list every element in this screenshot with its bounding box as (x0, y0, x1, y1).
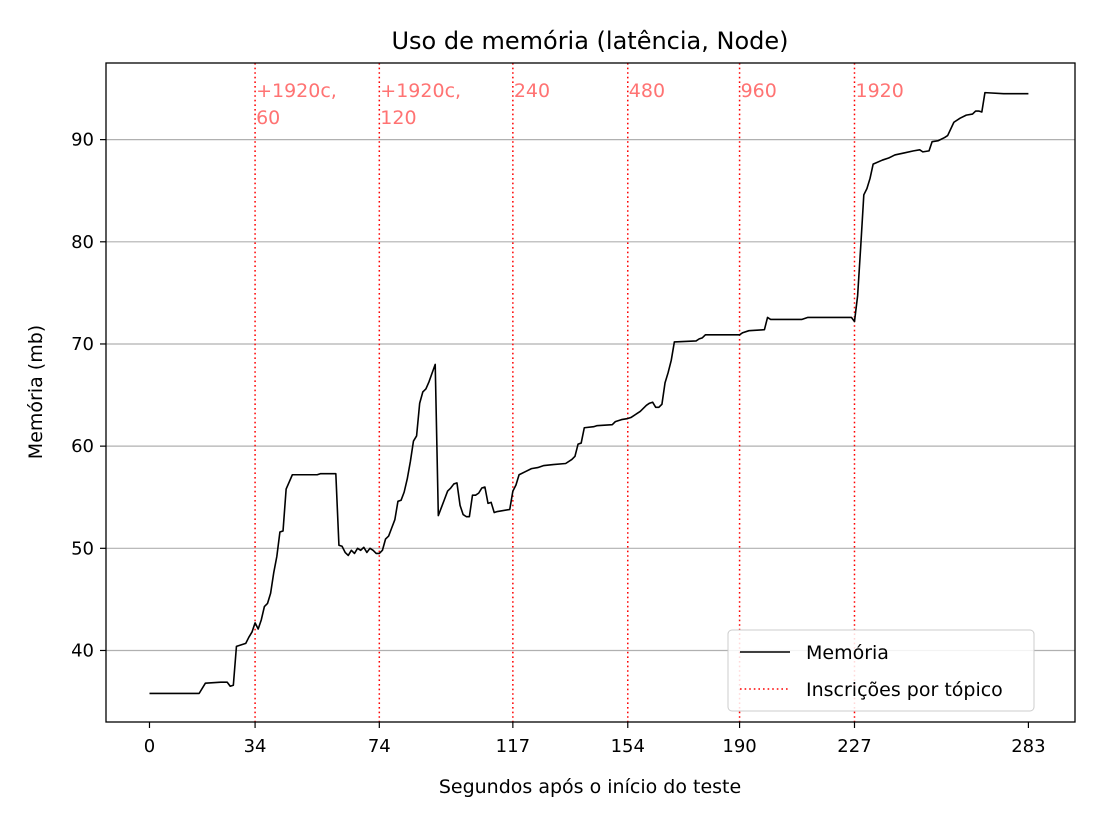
x-axis-ticks: 0 34 74 117 154 190 227 283 (144, 722, 1046, 757)
x-tick-label-5: 190 (722, 736, 756, 757)
legend: Memória Inscrições por tópico (727, 629, 1035, 712)
marker-label-0: +1920c, (256, 80, 337, 102)
x-tick-label-1: 34 (244, 736, 267, 757)
y-gridlines (106, 139, 1075, 652)
legend-box (727, 629, 1035, 712)
x-tick-label-0: 0 (144, 736, 155, 757)
subscription-marker-lines: +1920c, 60 +1920c, 120 240 480 960 1920 (254, 63, 904, 722)
x-tick-label-6: 227 (837, 736, 871, 757)
marker-label-5: 1920 (855, 80, 903, 102)
legend-label-subscriptions: Inscrições por tópico (806, 679, 1003, 701)
x-tick-label-2: 74 (368, 736, 391, 757)
y-tick-label-3: 70 (71, 334, 94, 355)
marker-label-3: 480 (629, 80, 665, 102)
y-tick-label-2: 60 (71, 436, 94, 457)
marker-label-2: 240 (514, 80, 550, 102)
marker-label-4: 960 (741, 80, 777, 102)
y-axis-label: Memória (mb) (25, 325, 47, 459)
x-tick-label-4: 154 (611, 736, 645, 757)
chart-title: Uso de memória (latência, Node) (391, 27, 788, 55)
marker-label-1: +1920c, (380, 80, 461, 102)
x-tick-label-3: 117 (496, 736, 530, 757)
y-tick-label-4: 80 (71, 232, 94, 253)
plot-area-frame (105, 62, 1076, 723)
y-tick-label-0: 40 (71, 640, 94, 661)
legend-label-memory: Memória (806, 642, 889, 664)
y-tick-label-5: 90 (71, 130, 94, 151)
x-axis-label: Segundos após o início do teste (439, 776, 741, 798)
marker-label-1-line2: 120 (380, 107, 416, 129)
marker-label-0-line2: 60 (256, 107, 280, 129)
y-tick-label-1: 50 (71, 538, 94, 559)
x-tick-label-7: 283 (1011, 736, 1045, 757)
memory-series (149, 91, 1029, 695)
series-line-0 (149, 91, 1029, 695)
y-axis-ticks: 40 50 60 70 80 90 (71, 130, 106, 661)
